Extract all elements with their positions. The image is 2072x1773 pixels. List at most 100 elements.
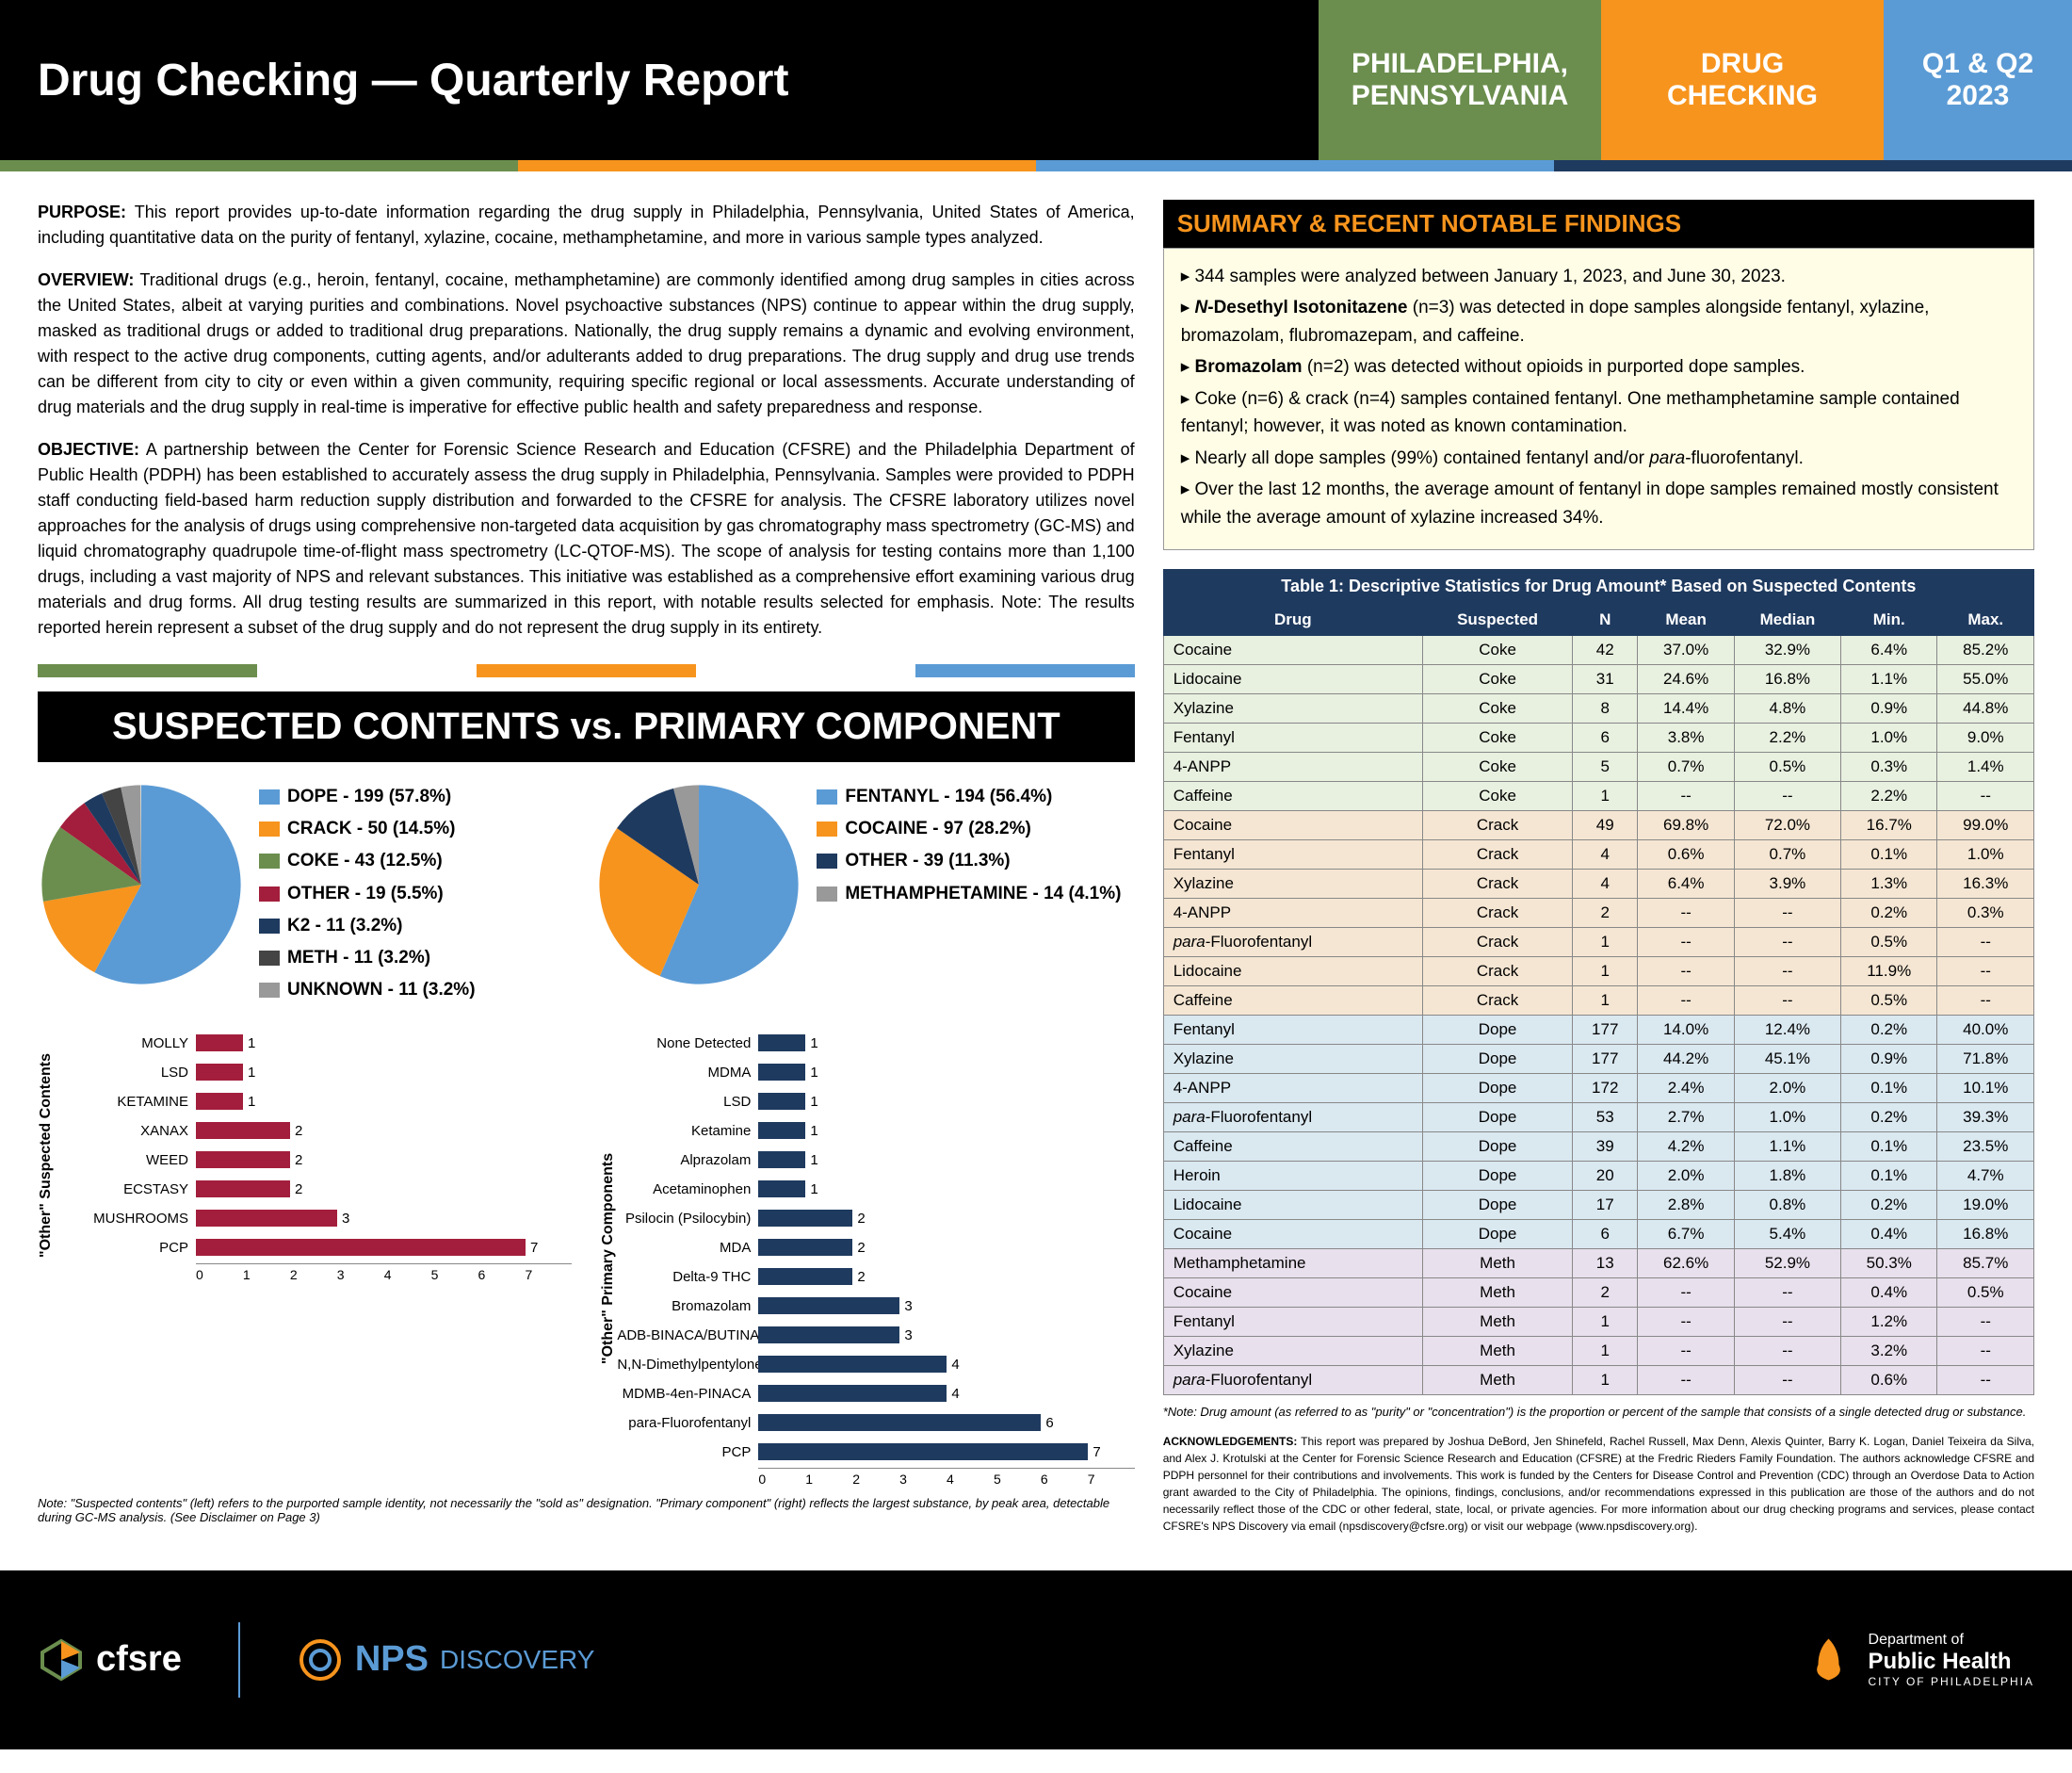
bar-row: PCP7 bbox=[617, 1439, 1134, 1465]
table-row: LidocaineCoke3124.6%16.8%1.1%55.0% bbox=[1163, 664, 2033, 693]
table-row: XylazineCrack46.4%3.9%1.3%16.3% bbox=[1163, 869, 2033, 898]
legend-item: COKE - 43 (12.5%) bbox=[259, 845, 476, 877]
bar-row: Bromazolam3 bbox=[617, 1293, 1134, 1319]
table-row: LidocaineDope172.8%0.8%0.2%19.0% bbox=[1163, 1190, 2033, 1219]
chart-title: SUSPECTED CONTENTS vs. PRIMARY COMPONENT bbox=[38, 691, 1135, 762]
legend-item: CRACK - 50 (14.5%) bbox=[259, 813, 476, 845]
bar-row: Psilocin (Psilocybin)2 bbox=[617, 1205, 1134, 1231]
acknowledgements: ACKNOWLEDGEMENTS: This report was prepar… bbox=[1163, 1433, 2034, 1535]
summary-item: Nearly all dope samples (99%) contained … bbox=[1181, 445, 2016, 472]
bar-row: LSD1 bbox=[55, 1059, 572, 1085]
header-location: PHILADELPHIA, PENNSYLVANIA bbox=[1319, 0, 1601, 160]
summary-item: Bromazolam (n=2) was detected without op… bbox=[1181, 353, 2016, 381]
chart-footnote: Note: "Suspected contents" (left) refers… bbox=[38, 1496, 1135, 1524]
section-divider bbox=[38, 664, 1135, 677]
table-row: para-FluorofentanylDope532.7%1.0%0.2%39.… bbox=[1163, 1102, 2033, 1131]
legend-item: OTHER - 19 (5.5%) bbox=[259, 878, 476, 910]
report-title: Drug Checking — Quarterly Report bbox=[0, 0, 1319, 160]
bar-row: MDA2 bbox=[617, 1234, 1134, 1261]
bar-row: MDMB-4en-PINACA4 bbox=[617, 1380, 1134, 1407]
table-row: XylazineMeth1----3.2%-- bbox=[1163, 1336, 2033, 1365]
pie-primary-legend: FENTANYL - 194 (56.4%)COCAINE - 97 (28.2… bbox=[817, 781, 1121, 910]
bar-row: XANAX2 bbox=[55, 1117, 572, 1144]
bar-row: MDMA1 bbox=[617, 1059, 1134, 1085]
divider-bar bbox=[0, 160, 2072, 171]
header-category: DRUG CHECKING bbox=[1601, 0, 1884, 160]
legend-item: FENTANYL - 194 (56.4%) bbox=[817, 781, 1121, 813]
bar-chart-suspected: MOLLY1 LSD1 KETAMINE1 XANAX2 WEED2 ECSTASY2 MU… bbox=[55, 1030, 572, 1282]
table-row: para-FluorofentanylCrack1----0.5%-- bbox=[1163, 927, 2033, 956]
table-row: FentanylCoke63.8%2.2%1.0%9.0% bbox=[1163, 723, 2033, 752]
table-row: LidocaineCrack1----11.9%-- bbox=[1163, 956, 2033, 985]
table-row: CaffeineCrack1----0.5%-- bbox=[1163, 985, 2033, 1015]
purpose-para: PURPOSE: This report provides up-to-date… bbox=[38, 200, 1135, 251]
legend-item: UNKNOWN - 11 (3.2%) bbox=[259, 974, 476, 1006]
cfsre-logo-icon bbox=[38, 1636, 85, 1684]
table-row: CaffeineDope394.2%1.1%0.1%23.5% bbox=[1163, 1131, 2033, 1161]
pie-suspected bbox=[38, 781, 245, 988]
table-footnote: *Note: Drug amount (as referred to as "p… bbox=[1163, 1405, 2034, 1419]
table-row: CaffeineCoke1----2.2%-- bbox=[1163, 781, 2033, 810]
table-row: FentanylDope17714.0%12.4%0.2%40.0% bbox=[1163, 1015, 2033, 1044]
summary-item: Over the last 12 months, the average amo… bbox=[1181, 476, 2016, 531]
bar-row: WEED2 bbox=[55, 1147, 572, 1173]
legend-item: METH - 11 (3.2%) bbox=[259, 942, 476, 974]
legend-item: OTHER - 39 (11.3%) bbox=[817, 845, 1121, 877]
summary-item: Coke (n=6) & crack (n=4) samples contain… bbox=[1181, 385, 2016, 441]
bar-row: ECSTASY2 bbox=[55, 1176, 572, 1202]
bar-row: Ketamine1 bbox=[617, 1117, 1134, 1144]
footer: cfsre NPS DISCOVERY Department of Public… bbox=[0, 1570, 2072, 1749]
stats-table: DrugSuspectedNMeanMedianMin.Max.CocaineC… bbox=[1163, 604, 2034, 1395]
summary-item: 344 samples were analyzed between Januar… bbox=[1181, 263, 2016, 290]
summary-item: N-Desethyl Isotonitazene (n=3) was detec… bbox=[1181, 294, 2016, 350]
table-row: XylazineCoke814.4%4.8%0.9%44.8% bbox=[1163, 693, 2033, 723]
legend-item: METHAMPHETAMINE - 14 (4.1%) bbox=[817, 878, 1121, 910]
bar2-ylabel: "Other" Primary Components bbox=[600, 1030, 617, 1487]
footer-divider bbox=[238, 1622, 240, 1698]
legend-item: COCAINE - 97 (28.2%) bbox=[817, 813, 1121, 845]
legend-item: K2 - 11 (3.2%) bbox=[259, 910, 476, 942]
bar-row: Acetaminophen1 bbox=[617, 1176, 1134, 1202]
bar-row: para-Fluorofentanyl6 bbox=[617, 1409, 1134, 1436]
pie-suspected-legend: DOPE - 199 (57.8%)CRACK - 50 (14.5%)COKE… bbox=[259, 781, 476, 1006]
table-title: Table 1: Descriptive Statistics for Drug… bbox=[1163, 569, 2034, 604]
table-row: XylazineDope17744.2%45.1%0.9%71.8% bbox=[1163, 1044, 2033, 1073]
bar1-ylabel: "Other" Suspected Contents bbox=[38, 1030, 55, 1282]
table-row: 4-ANPPCrack2----0.2%0.3% bbox=[1163, 898, 2033, 927]
table-row: CocaineMeth2----0.4%0.5% bbox=[1163, 1277, 2033, 1307]
bar-row: MOLLY1 bbox=[55, 1030, 572, 1056]
bar-row: Alprazolam1 bbox=[617, 1147, 1134, 1173]
bar-row: Delta-9 THC2 bbox=[617, 1263, 1134, 1290]
bell-icon bbox=[1803, 1634, 1854, 1685]
table-row: 4-ANPPDope1722.4%2.0%0.1%10.1% bbox=[1163, 1073, 2033, 1102]
pie-charts: DOPE - 199 (57.8%)CRACK - 50 (14.5%)COKE… bbox=[38, 781, 1135, 1006]
stats-table-wrap: Table 1: Descriptive Statistics for Drug… bbox=[1163, 569, 2034, 1419]
table-row: CocaineCrack4969.8%72.0%16.7%99.0% bbox=[1163, 810, 2033, 839]
pie-primary bbox=[595, 781, 802, 988]
bar-row: KETAMINE1 bbox=[55, 1088, 572, 1114]
bar-charts: "Other" Suspected Contents MOLLY1 LSD1 KET… bbox=[38, 1030, 1135, 1487]
bar-chart-primary: None Detected1 MDMA1 LSD1 Ketamine1 Alprazol… bbox=[617, 1030, 1134, 1487]
table-row: FentanylMeth1----1.2%-- bbox=[1163, 1307, 2033, 1336]
summary-header: SUMMARY & RECENT NOTABLE FINDINGS bbox=[1163, 200, 2034, 248]
table-row: 4-ANPPCoke50.7%0.5%0.3%1.4% bbox=[1163, 752, 2033, 781]
objective-para: OBJECTIVE: A partnership between the Cen… bbox=[38, 437, 1135, 641]
nps-logo: NPS DISCOVERY bbox=[297, 1636, 595, 1684]
table-row: CocaineCoke4237.0%32.9%6.4%85.2% bbox=[1163, 635, 2033, 664]
cfsre-logo: cfsre bbox=[38, 1636, 182, 1684]
dept-logo: Department of Public Health CITY OF PHIL… bbox=[1803, 1632, 2034, 1688]
header-period: Q1 & Q2 2023 bbox=[1884, 0, 2072, 160]
table-row: MethamphetamineMeth1362.6%52.9%50.3%85.7… bbox=[1163, 1248, 2033, 1277]
bar-row: MUSHROOMS3 bbox=[55, 1205, 572, 1231]
table-row: HeroinDope202.0%1.8%0.1%4.7% bbox=[1163, 1161, 2033, 1190]
bar-row: None Detected1 bbox=[617, 1030, 1134, 1056]
header: Drug Checking — Quarterly Report PHILADE… bbox=[0, 0, 2072, 160]
bar-row: ADB-BINACA/BUTINACA3 bbox=[617, 1322, 1134, 1348]
table-row: CocaineDope66.7%5.4%0.4%16.8% bbox=[1163, 1219, 2033, 1248]
bar-row: PCP7 bbox=[55, 1234, 572, 1261]
legend-item: DOPE - 199 (57.8%) bbox=[259, 781, 476, 813]
nps-logo-icon bbox=[297, 1636, 344, 1684]
overview-para: OVERVIEW: Traditional drugs (e.g., heroi… bbox=[38, 268, 1135, 420]
bar-row: LSD1 bbox=[617, 1088, 1134, 1114]
table-row: FentanylCrack40.6%0.7%0.1%1.0% bbox=[1163, 839, 2033, 869]
